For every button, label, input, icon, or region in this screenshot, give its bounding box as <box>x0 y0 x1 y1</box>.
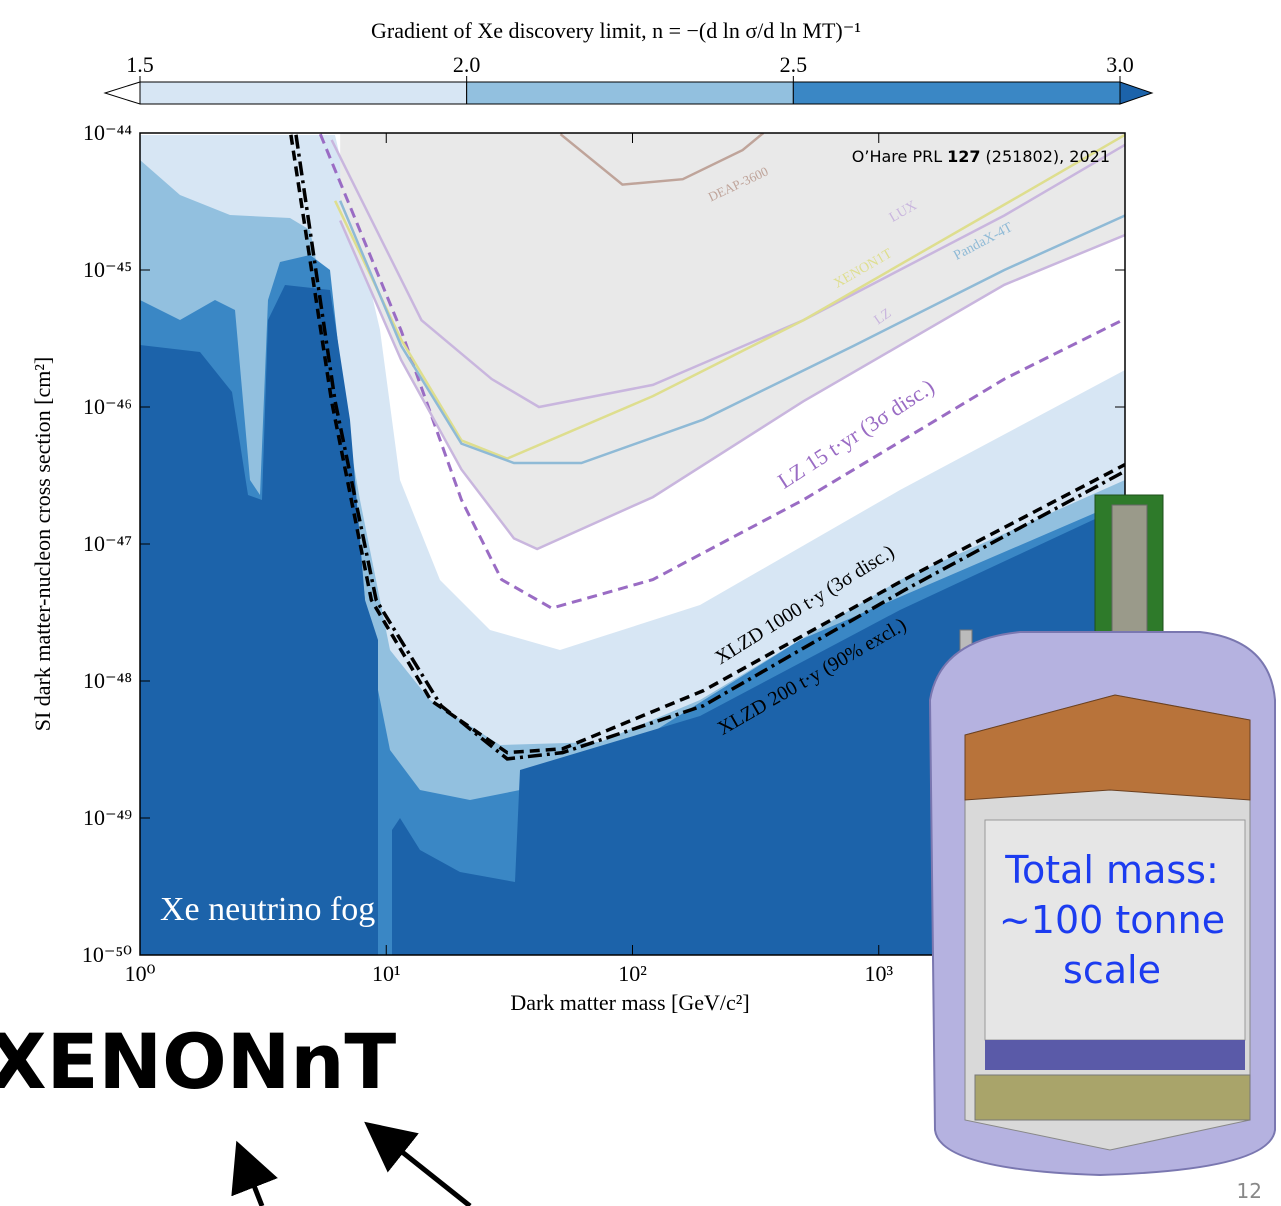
detector-caption: Total mass: <box>1004 848 1219 892</box>
colorbar-tick-label: 2.0 <box>453 52 481 77</box>
colorbar-tick-label: 1.5 <box>126 52 154 77</box>
arrow <box>372 1128 470 1206</box>
colorbar-band <box>467 82 794 104</box>
y-axis-label: SI dark matter-nucleon cross section [cm… <box>30 357 55 732</box>
page: {"chart_data": { "type": "line", "xlabel… <box>0 0 1281 1206</box>
colorbar-tick-label: 2.5 <box>780 52 808 77</box>
detector-caption: ~100 tonne <box>999 898 1225 942</box>
y-tick-label: 10⁻⁴⁹ <box>83 805 132 830</box>
experiment-name: XENONnT <box>0 1017 396 1106</box>
arrow <box>240 1150 262 1206</box>
x-tick-label: 10¹ <box>372 961 401 986</box>
colorbar-band <box>140 82 467 104</box>
x-tick-label: 10² <box>618 961 647 986</box>
y-tick-label: 10⁻⁴⁴ <box>83 120 132 145</box>
colorbar-tick-label: 3.0 <box>1106 52 1134 77</box>
y-tick-label: 10⁻⁴⁸ <box>83 668 132 693</box>
page-number: 12 <box>1237 1179 1262 1203</box>
y-tick-label: 10⁻⁴⁵ <box>83 257 132 282</box>
x-axis-label: Dark matter mass [GeV/c²] <box>510 990 749 1015</box>
slide: LZ 15 t·yr (3σ disc.)XLZD 1000 t·y (3σ d… <box>0 0 1281 1206</box>
y-tick-label: 10⁻⁴⁶ <box>83 394 132 419</box>
citation-part: 127 <box>947 147 980 166</box>
detector-caption: scale <box>1063 948 1161 992</box>
y-tick-label: 10⁻⁵⁰ <box>82 942 132 967</box>
citation-part: (251802), 2021 <box>986 147 1110 166</box>
y-tick-label: 10⁻⁴⁷ <box>83 531 132 556</box>
citation-part: O’Hare PRL <box>852 147 942 166</box>
colorbar-label: Gradient of Xe discovery limit, n = −(d … <box>371 18 861 43</box>
region-label: Xe neutrino fog <box>160 891 375 928</box>
colorbar-under <box>105 82 140 104</box>
x-tick-label: 10³ <box>864 961 893 986</box>
colorbar-band <box>793 82 1120 104</box>
colorbar-over <box>1120 82 1152 104</box>
